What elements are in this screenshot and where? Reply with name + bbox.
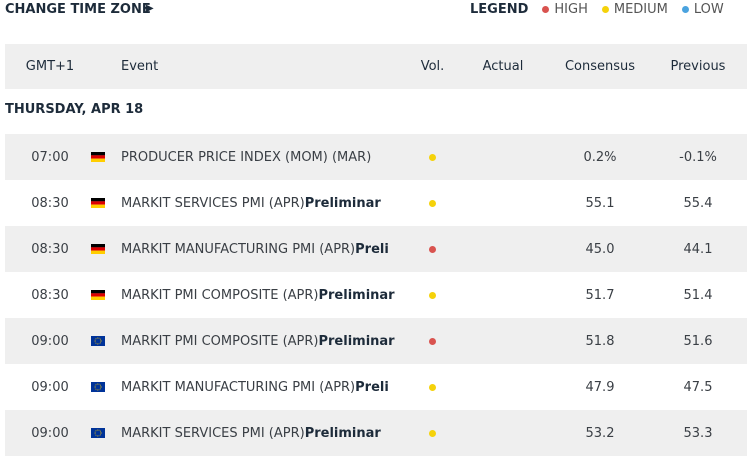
previous: 51.4 bbox=[683, 287, 713, 303]
event-suffix: Preli bbox=[355, 241, 389, 257]
vol bbox=[405, 410, 460, 456]
time: 09:00 bbox=[31, 333, 69, 349]
legend-dot bbox=[542, 6, 550, 13]
consensus: 47.9 bbox=[585, 379, 615, 395]
vol bbox=[405, 226, 460, 272]
vol bbox=[405, 364, 460, 410]
previous: 44.1 bbox=[683, 241, 713, 257]
consensus: 55.1 bbox=[585, 195, 615, 211]
event-name: PRODUCER PRICE INDEX (MOM) (MAR) bbox=[121, 149, 372, 165]
time: 09:00 bbox=[31, 425, 69, 441]
previous: 47.5 bbox=[683, 379, 713, 395]
legend-dot bbox=[601, 6, 609, 13]
column-header: Consensus bbox=[564, 59, 636, 74]
time: 08:30 bbox=[31, 241, 69, 257]
change-time-zone[interactable]: CHANGE TIME ZONE bbox=[5, 2, 151, 17]
legend-item: MEDIUM bbox=[601, 2, 668, 17]
table-header: GMT+1 Event Vol. Actual Consensus Previous bbox=[5, 44, 747, 89]
vol-dot bbox=[429, 429, 436, 437]
previous: 55.4 bbox=[683, 195, 713, 211]
event-suffix: Preliminar bbox=[318, 287, 395, 303]
consensus: 51.8 bbox=[585, 333, 615, 349]
vol-dot bbox=[429, 337, 436, 345]
event-suffix: Preliminar bbox=[318, 333, 395, 349]
legend: LEGEND HIGH MEDIUM LOW bbox=[470, 2, 724, 17]
event-name: MARKIT SERVICES PMI (APR) bbox=[121, 425, 305, 441]
consensus: 0.2% bbox=[583, 149, 617, 165]
flag-cell bbox=[91, 226, 107, 272]
legend-dot bbox=[681, 6, 689, 13]
flag bbox=[91, 290, 105, 300]
legend-label: HIGH bbox=[554, 2, 588, 17]
vol bbox=[405, 134, 460, 180]
event-name: MARKIT PMI COMPOSITE (APR) bbox=[121, 333, 319, 349]
flag bbox=[91, 336, 105, 346]
flag bbox=[91, 198, 105, 208]
legend-title: LEGEND bbox=[470, 2, 529, 17]
event: PRODUCER PRICE INDEX (MOM) (MAR) bbox=[121, 134, 411, 180]
consensus: 51.7 bbox=[585, 287, 615, 303]
previous: 51.6 bbox=[683, 333, 713, 349]
column-header: Event bbox=[121, 59, 159, 74]
arrow[interactable]: ▶ bbox=[146, 3, 154, 14]
column-header: Vol. bbox=[420, 59, 445, 74]
vol bbox=[405, 272, 460, 318]
previous: 53.3 bbox=[683, 425, 713, 441]
legend-item: HIGH bbox=[542, 2, 588, 17]
event-name: MARKIT MANUFACTURING PMI (APR) bbox=[121, 241, 356, 257]
vol-dot bbox=[429, 199, 436, 207]
flag-cell bbox=[91, 410, 107, 456]
event: MARKIT SERVICES PMI (APR) Preliminar bbox=[121, 180, 411, 226]
time: 07:00 bbox=[31, 149, 69, 165]
flag bbox=[91, 244, 105, 254]
vol-dot bbox=[429, 245, 436, 253]
event-name: MARKIT PMI COMPOSITE (APR) bbox=[121, 287, 319, 303]
event-name: MARKIT SERVICES PMI (APR) bbox=[121, 195, 305, 211]
time: 09:00 bbox=[31, 379, 69, 395]
event: MARKIT SERVICES PMI (APR) Preliminar bbox=[121, 410, 411, 456]
date-heading: THURSDAY, APR 18 bbox=[5, 102, 144, 117]
flag bbox=[91, 428, 105, 438]
column-header: GMT+1 bbox=[25, 59, 75, 74]
vol-dot bbox=[429, 291, 436, 299]
previous: -0.1% bbox=[679, 149, 717, 165]
column-header: Actual bbox=[482, 59, 524, 74]
legend-item: LOW bbox=[681, 2, 724, 17]
event-row: 09:00 MARKIT SERVICES PMI (APR) Preliminar… bbox=[5, 410, 747, 456]
flag-cell bbox=[91, 272, 107, 318]
vol bbox=[405, 180, 460, 226]
vol bbox=[405, 318, 460, 364]
event: MARKIT MANUFACTURING PMI (APR) Preli bbox=[121, 364, 411, 410]
legend-label: LOW bbox=[693, 2, 724, 17]
event-row: 08:30 MARKIT MANUFACTURING PMI (APR) Preli… bbox=[5, 226, 747, 272]
consensus: 53.2 bbox=[585, 425, 615, 441]
vol-dot bbox=[429, 383, 436, 391]
flag-cell bbox=[91, 134, 107, 180]
time: 08:30 bbox=[31, 195, 69, 211]
event-row: 08:30 MARKIT SERVICES PMI (APR) Preliminar… bbox=[5, 180, 747, 226]
event-row: 08:30 MARKIT PMI COMPOSITE (APR) Prelimina… bbox=[5, 272, 747, 318]
column-header: Previous bbox=[670, 59, 726, 74]
flag-cell bbox=[91, 318, 107, 364]
consensus: 45.0 bbox=[585, 241, 615, 257]
vol-dot bbox=[429, 153, 436, 161]
event-suffix: Preliminar bbox=[304, 195, 381, 211]
event-suffix: Preli bbox=[355, 379, 389, 395]
event: MARKIT PMI COMPOSITE (APR) Preliminar bbox=[121, 318, 411, 364]
flag-cell bbox=[91, 364, 107, 410]
event: MARKIT PMI COMPOSITE (APR) Preliminar bbox=[121, 272, 411, 318]
event: MARKIT MANUFACTURING PMI (APR) Preli bbox=[121, 226, 411, 272]
flag bbox=[91, 382, 105, 392]
event-name: MARKIT MANUFACTURING PMI (APR) bbox=[121, 379, 356, 395]
flag-cell bbox=[91, 180, 107, 226]
event-suffix: Preliminar bbox=[304, 425, 381, 441]
event-row: 07:00 PRODUCER PRICE INDEX (MOM) (MAR) 0.2… bbox=[5, 134, 747, 180]
legend-label: MEDIUM bbox=[613, 2, 668, 17]
event-row: 09:00 MARKIT PMI COMPOSITE (APR) Prelimina… bbox=[5, 318, 747, 364]
flag bbox=[91, 152, 105, 162]
time: 08:30 bbox=[31, 287, 69, 303]
event-row: 09:00 MARKIT MANUFACTURING PMI (APR) Preli… bbox=[5, 364, 747, 410]
